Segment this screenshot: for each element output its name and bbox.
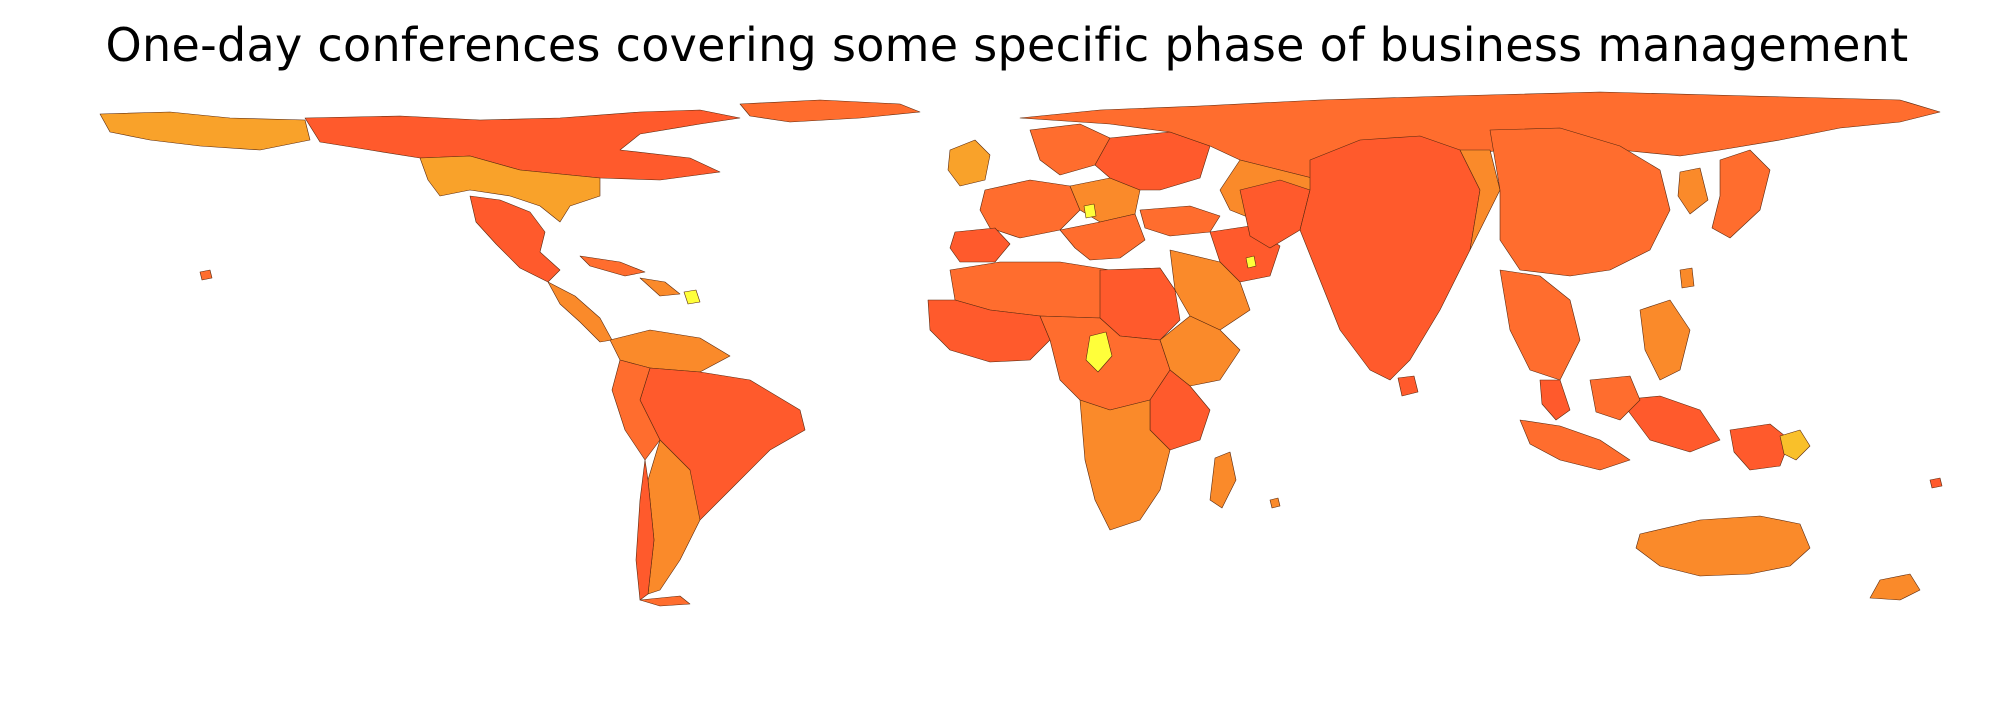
philippines (1639, 299, 1691, 381)
east-asia (1489, 127, 1771, 289)
alaska-canada-west (99, 111, 311, 151)
turkey (1139, 205, 1221, 237)
mexico (469, 195, 561, 283)
island-pacific-2 (1929, 477, 1943, 489)
chile (635, 459, 655, 601)
south-america (609, 329, 806, 607)
greenland (739, 99, 921, 123)
india (1299, 135, 1481, 381)
arabia (1169, 249, 1251, 331)
southern-africa (1079, 399, 1171, 531)
balkan-highlight (1083, 203, 1097, 219)
island-pacific-1 (199, 269, 213, 281)
south-asia (1239, 135, 1501, 397)
islands (199, 269, 1943, 509)
cuba (579, 255, 646, 277)
indonesia-west (1519, 419, 1631, 471)
uk-ireland (947, 139, 991, 187)
new-zealand (1869, 573, 1921, 601)
europe (947, 123, 1211, 263)
central-africa-highlight (1085, 331, 1113, 373)
oceania (1635, 515, 1921, 601)
caribbean-highlight (683, 289, 701, 305)
taiwan (1679, 267, 1695, 289)
malaysia (1539, 379, 1571, 421)
southeast-asia (1499, 269, 1811, 471)
indochina (1499, 269, 1581, 381)
caribbean-islands (639, 277, 681, 297)
map-title: One-day conferences covering some specif… (105, 18, 1909, 72)
korea (1677, 167, 1709, 215)
tierra-del-fuego (639, 595, 691, 607)
west-africa (927, 299, 1051, 363)
iberia (949, 227, 1011, 263)
sri-lanka (1397, 375, 1419, 397)
italy-balkans (1059, 213, 1146, 261)
gulf-highlight (1245, 255, 1257, 269)
bangladesh-nepal (1459, 149, 1501, 251)
peru-bolivia (611, 359, 661, 461)
island-atlantic-1 (1269, 497, 1281, 509)
middle-east (1139, 205, 1281, 331)
australia (1635, 515, 1811, 577)
borneo (1589, 375, 1641, 421)
china (1489, 127, 1671, 277)
canada (304, 109, 741, 181)
indonesia-east (1619, 395, 1721, 453)
madagascar (1209, 451, 1237, 509)
central-america (547, 281, 613, 343)
papua-highlight (1779, 429, 1811, 461)
usa (419, 155, 601, 223)
japan (1711, 149, 1771, 239)
africa (927, 261, 1241, 531)
papua (1729, 423, 1791, 471)
north-america (99, 99, 921, 343)
